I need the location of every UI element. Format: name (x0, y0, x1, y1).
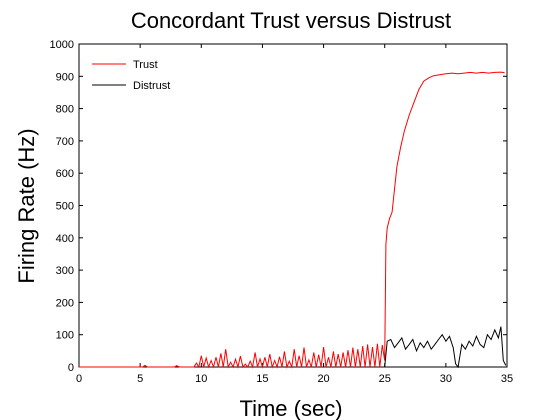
x-axis-title: Time (sec) (239, 396, 342, 420)
x-tick-label: 25 (379, 373, 391, 385)
y-tick-label: 600 (56, 168, 74, 180)
y-tick-label: 700 (56, 136, 74, 148)
y-axis-title: Firing Rate (Hz) (14, 128, 39, 283)
y-tick-label: 300 (56, 265, 74, 277)
x-tick-label: 5 (137, 373, 143, 385)
legend-label-distrust: Distrust (133, 80, 170, 92)
x-tick-label: 20 (317, 373, 329, 385)
plot-area: 0 5 10 15 20 25 30 35 0 100 200 300 400 500 600 700 800 9… (50, 39, 514, 385)
y-tick-label: 1000 (50, 39, 74, 51)
plot-frame (78, 43, 508, 368)
y-tick-label: 0 (68, 362, 74, 374)
y-tick-label: 100 (56, 330, 74, 342)
y-tick-label: 800 (56, 104, 74, 116)
series-line-trust (79, 71, 505, 369)
x-tick-label: 30 (440, 373, 452, 385)
y-tick-label: 500 (56, 201, 74, 213)
y-tick-label: 400 (56, 233, 74, 245)
y-tick-label: 900 (56, 71, 74, 83)
x-tick-label: 35 (501, 373, 513, 385)
y-tick-label: 200 (56, 297, 74, 309)
x-tick-label: 0 (76, 373, 82, 385)
x-tick-label: 10 (195, 373, 207, 385)
legend-label-trust: Trust (133, 59, 158, 71)
series-line-distrust (384, 326, 507, 369)
chart-title: Concordant Trust versus Distrust (131, 8, 451, 33)
x-tick-label: 15 (256, 373, 268, 385)
